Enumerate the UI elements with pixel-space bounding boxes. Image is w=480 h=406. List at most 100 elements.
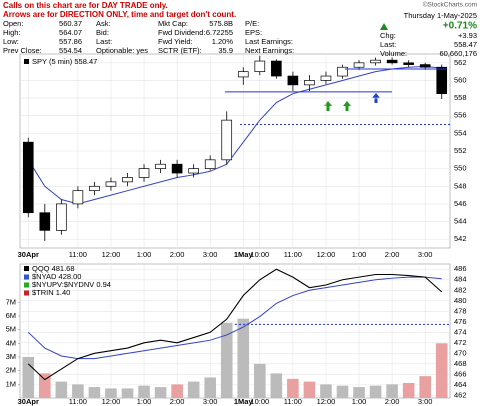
summary-value: 60,660,176	[439, 49, 477, 58]
y2-tick-label: 4M	[6, 338, 16, 347]
volume-bar	[204, 377, 216, 398]
x-tick-label: 11:00	[284, 397, 302, 406]
volume-bar	[237, 318, 250, 398]
x-tick-label: 3:00	[418, 250, 433, 259]
x-tick-label: 2:00	[385, 397, 400, 406]
summary-label: Volume:	[380, 49, 407, 58]
field-label: Low:	[3, 37, 19, 46]
field-label: Last:	[96, 37, 112, 46]
volume-bar	[55, 381, 68, 398]
x-tick-label: 11:00	[69, 397, 87, 406]
x-tick-label: 1:00	[137, 250, 152, 259]
y-tick-label: 562	[454, 58, 467, 67]
candle-body	[320, 75, 332, 81]
y2-tick-label: 7M	[6, 297, 16, 306]
candle-body	[386, 59, 398, 64]
field-value: 575.8B	[209, 19, 233, 28]
field-label: High:	[3, 28, 21, 37]
volume-bar	[187, 381, 200, 398]
legend-swatch	[24, 282, 29, 288]
y-tick-label: 548	[454, 181, 467, 190]
x-tick-label: 1May	[234, 397, 254, 406]
field-value: 560.37	[59, 19, 82, 28]
field-value: 1.20%	[212, 37, 234, 46]
x-tick-label: 10:00	[250, 397, 269, 406]
note: Calls on this chart are for DAY TRADE on…	[3, 1, 168, 10]
candle-body	[72, 190, 84, 205]
legend-entry: QQQ 481.68	[32, 264, 75, 273]
candle-body	[188, 168, 199, 174]
y-tick-label: 466	[454, 369, 467, 378]
candle-body	[105, 181, 117, 187]
volume-bar	[72, 384, 84, 398]
candle-body	[237, 71, 249, 78]
candle-body	[436, 66, 448, 95]
x-tick-label: 30Apr	[18, 397, 39, 406]
volume-bar	[121, 388, 134, 398]
y-tick-label: 546	[454, 199, 467, 208]
candle-body	[221, 119, 233, 161]
volume-bar	[303, 381, 316, 398]
x-tick-label: 10:00	[250, 250, 269, 259]
field-label: Fwd Dividend:	[158, 28, 206, 37]
volume-bar	[171, 384, 183, 398]
volume-bar	[220, 322, 233, 398]
x-tick-label: 11:00	[69, 250, 87, 259]
field-value: 557.86	[59, 37, 82, 46]
y-tick-label: 556	[454, 111, 467, 120]
candle-body	[89, 185, 100, 192]
x-tick-label: 1:00	[352, 250, 367, 259]
summary-label: Last:	[380, 40, 396, 49]
x-tick-label: 1May	[234, 250, 254, 259]
volume-bar	[419, 376, 431, 398]
y-tick-label: 558	[454, 93, 467, 102]
volume-bar	[369, 385, 382, 398]
field-label: Prev Close:	[3, 46, 42, 55]
summary-value: +3.93	[458, 31, 477, 40]
y-tick-label: 476	[454, 317, 467, 326]
field-label: EPS:	[245, 28, 262, 37]
volume-bar	[138, 385, 150, 398]
field-label: Bid:	[96, 28, 109, 37]
legend-entry: $NYUPV:$NYDNV 0.94	[32, 280, 111, 289]
legend-entry: $NYAD 428.00	[32, 272, 81, 281]
source: ©StockCharts.com	[423, 1, 477, 9]
y-tick-label: 552	[454, 146, 467, 155]
y2-tick-label: 3M	[6, 352, 16, 361]
candle-body	[337, 66, 348, 77]
y-tick-label: 472	[454, 338, 467, 347]
field-label: Open:	[3, 19, 23, 28]
x-tick-label: 3:00	[418, 397, 433, 406]
legend-entry: SPY (5 min) 558.47	[32, 57, 97, 66]
y-tick-label: 468	[454, 359, 467, 368]
candle-body	[353, 62, 365, 68]
y-tick-label: 542	[454, 234, 467, 243]
x-tick-label: 12:00	[102, 397, 121, 406]
x-tick-label: 12:00	[317, 397, 336, 406]
volume-bar	[353, 387, 365, 398]
volume-bar	[254, 363, 266, 398]
field-label: Mkt Cap:	[158, 19, 188, 28]
candle-body	[287, 75, 299, 86]
candle-body	[254, 60, 266, 72]
x-tick-label: 2:00	[170, 397, 185, 406]
price-line	[27, 268, 443, 381]
field-value: yes	[136, 46, 148, 55]
field-value: 564.07	[59, 28, 82, 37]
volume-bar	[386, 384, 398, 398]
volume-bar	[402, 382, 415, 398]
field-value: 554.54	[59, 46, 82, 55]
x-tick-label: 1:00	[137, 397, 152, 406]
moving-average	[27, 276, 442, 360]
summary-value: 558.47	[454, 40, 477, 49]
field-label: Ask:	[96, 19, 111, 28]
x-tick-label: 2:00	[385, 250, 400, 259]
y-tick-label: 474	[454, 327, 467, 336]
legend-swatch	[24, 274, 29, 280]
candle-body	[304, 80, 315, 86]
change-pct: +0.71%	[443, 21, 477, 32]
y-tick-label: 482	[454, 285, 467, 294]
legend-entry: $TRIN 1.40	[32, 288, 70, 297]
y-tick-label: 478	[454, 306, 467, 315]
candle-body	[155, 163, 166, 169]
